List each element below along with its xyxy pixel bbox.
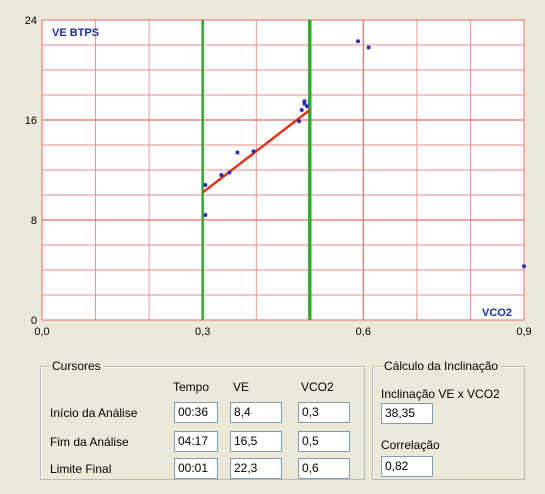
column-header-ve: VE	[233, 380, 250, 394]
x-tick-label: 0,3	[195, 326, 210, 338]
regression-line	[201, 109, 311, 194]
column-header-tempo: Tempo	[173, 380, 210, 394]
regression	[201, 109, 311, 194]
row-label-limite-final: Limite Final	[50, 462, 112, 476]
grid	[42, 20, 524, 320]
slope-value-field: 38,35	[381, 403, 433, 424]
data-point	[227, 170, 232, 175]
limite-ve-field[interactable]: 22,3	[230, 458, 282, 479]
data-points	[203, 39, 526, 269]
column-header-vco2: VCO2	[301, 380, 334, 394]
data-point	[302, 99, 307, 104]
y-tick-label: 24	[25, 15, 37, 27]
x-axis-label: VCO2	[482, 307, 512, 319]
scatter-chart: 0,0 0,3 0,6 0,9 0 8 16 24 VE BTPS VCO2	[25, 15, 532, 338]
cursors-groupbox: Cursores	[40, 358, 365, 480]
data-point	[219, 173, 224, 177]
row-label-inicio-analise: Início da Análise	[50, 406, 138, 420]
x-tick-label: 0,0	[34, 326, 49, 338]
y-tick-label: 8	[31, 215, 37, 227]
inicio-vco2-field[interactable]: 0,3	[298, 402, 350, 423]
data-point	[235, 150, 240, 155]
cursors-title: Cursores	[49, 358, 104, 374]
data-point	[305, 104, 310, 109]
series-label: VE BTPS	[52, 27, 99, 39]
row-label-fim-analise: Fim da Análise	[50, 435, 129, 449]
cursor-lines[interactable]	[201, 20, 312, 320]
fim-vco2-field[interactable]: 0,5	[298, 431, 350, 452]
limite-vco2-field[interactable]: 0,6	[298, 458, 350, 479]
data-point	[522, 264, 526, 269]
limite-tempo-field[interactable]: 00:01	[174, 458, 218, 479]
data-point	[366, 45, 371, 50]
data-point	[297, 119, 302, 124]
data-point	[299, 108, 304, 112]
slope-groupbox: Cálculo da Inclinação	[372, 358, 525, 480]
data-point	[203, 213, 208, 217]
data-point	[355, 39, 360, 44]
y-tick-label: 16	[25, 115, 37, 127]
axis-ticks: 0,0 0,3 0,6 0,9 0 8 16 24	[25, 15, 532, 338]
data-point	[203, 183, 208, 187]
data-point	[251, 149, 256, 154]
fim-tempo-field[interactable]: 04:17	[174, 431, 218, 452]
x-tick-label: 0,6	[356, 326, 371, 338]
inicio-ve-field[interactable]: 8,4	[230, 402, 282, 423]
correlation-label: Correlação	[381, 438, 440, 452]
slope-label: Inclinação VE x VCO2	[381, 387, 500, 401]
slope-title: Cálculo da Inclinação	[381, 358, 502, 374]
inicio-tempo-field[interactable]: 00:36	[174, 402, 218, 423]
y-tick-label: 0	[31, 315, 37, 327]
correlation-value-field: 0,82	[381, 456, 433, 477]
fim-ve-field[interactable]: 16,5	[230, 431, 282, 452]
x-tick-label: 0,9	[516, 326, 531, 338]
chart-panel: 0,0 0,3 0,6 0,9 0 8 16 24 VE BTPS VCO2	[25, 15, 532, 338]
